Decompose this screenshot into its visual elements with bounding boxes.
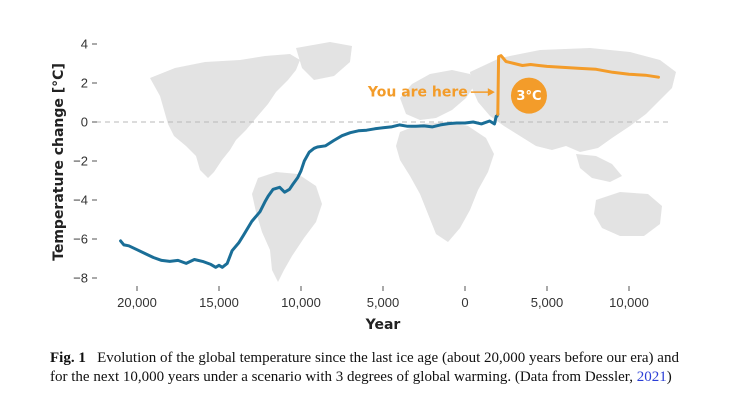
arrow-icon — [470, 88, 495, 97]
y-tick-label: 4 — [81, 37, 88, 52]
asia-shape — [470, 48, 676, 152]
south-america-shape — [252, 172, 322, 282]
x-tick-label: 10,000 — [281, 295, 321, 310]
x-axis-title: Year — [365, 317, 401, 333]
southeast-asia-shape — [576, 154, 622, 182]
historical-temperature-line — [119, 112, 500, 269]
caption-text: Evolution of the global temperature sinc… — [50, 350, 679, 385]
x-axis: 20,000 15,000 10,000 5,000 0 5,000 10,000 — [117, 286, 649, 310]
temperature-chart: 4 2 0 −2 −4 −6 −8 20,000 15,000 10,000 5,000 0 5,00… — [51, 37, 676, 333]
y-tick-label: −2 — [73, 154, 88, 169]
you-are-here-annotation: You are here — [367, 85, 468, 101]
projected-temperature-line — [496, 54, 660, 116]
temperature-badge-label: 3°C — [516, 89, 541, 104]
y-axis-title: Temperature change [°C] — [51, 63, 67, 261]
citation-link[interactable]: 2021 — [636, 369, 667, 385]
africa-shape — [396, 122, 494, 242]
y-tick-label: −6 — [73, 232, 88, 247]
y-axis: 4 2 0 −2 −4 −6 −8 — [73, 37, 97, 286]
caption-label: Fig. 1 — [50, 350, 86, 366]
y-tick-label: −8 — [73, 271, 88, 286]
x-tick-label: 20,000 — [117, 295, 157, 310]
temperature-badge — [510, 77, 547, 114]
europe-shape — [400, 70, 474, 120]
australia-shape — [594, 192, 662, 236]
greenland-shape — [296, 42, 352, 80]
world-map-background — [150, 42, 676, 282]
caption-text-end: ) — [666, 369, 672, 385]
x-tick-label: 10,000 — [609, 295, 649, 310]
series-layer — [119, 54, 660, 269]
y-tick-label: 2 — [81, 76, 88, 91]
x-tick-label: 5,000 — [367, 295, 400, 310]
x-tick-label: 15,000 — [199, 295, 239, 310]
x-tick-label: 5,000 — [531, 295, 564, 310]
north-america-shape — [150, 54, 300, 178]
y-tick-label: −4 — [73, 193, 88, 208]
x-tick-label: 0 — [461, 295, 468, 310]
figure-caption: Fig. 1 Evolution of the global temperatu… — [50, 349, 700, 387]
y-tick-label: 0 — [81, 115, 88, 130]
